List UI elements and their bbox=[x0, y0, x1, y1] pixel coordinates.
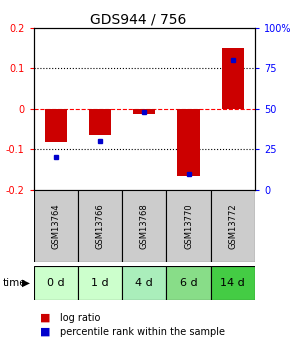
Text: ■: ■ bbox=[40, 313, 50, 323]
Bar bbox=[122, 190, 166, 262]
Text: log ratio: log ratio bbox=[60, 313, 100, 323]
Bar bbox=[34, 190, 78, 262]
Text: percentile rank within the sample: percentile rank within the sample bbox=[60, 327, 225, 337]
Bar bbox=[78, 190, 122, 262]
Bar bbox=[89, 109, 111, 135]
Bar bbox=[78, 266, 122, 300]
Text: 0 d: 0 d bbox=[47, 278, 65, 288]
Text: GDS944 / 756: GDS944 / 756 bbox=[90, 12, 186, 26]
Text: GSM13764: GSM13764 bbox=[51, 203, 60, 249]
Text: GSM13766: GSM13766 bbox=[96, 203, 105, 249]
Bar bbox=[211, 266, 255, 300]
Bar bbox=[222, 48, 244, 109]
Bar bbox=[45, 109, 67, 142]
Text: ▶: ▶ bbox=[22, 278, 30, 288]
Bar bbox=[178, 109, 200, 176]
Bar bbox=[166, 190, 211, 262]
Text: 14 d: 14 d bbox=[220, 278, 245, 288]
Text: 4 d: 4 d bbox=[135, 278, 153, 288]
Text: ■: ■ bbox=[40, 327, 50, 337]
Bar bbox=[122, 266, 166, 300]
Text: 1 d: 1 d bbox=[91, 278, 109, 288]
Bar bbox=[166, 266, 211, 300]
Text: 6 d: 6 d bbox=[180, 278, 197, 288]
Bar bbox=[133, 109, 155, 114]
Text: GSM13772: GSM13772 bbox=[228, 203, 237, 249]
Text: time: time bbox=[3, 278, 27, 288]
Text: GSM13768: GSM13768 bbox=[140, 203, 149, 249]
Text: GSM13770: GSM13770 bbox=[184, 203, 193, 249]
Bar bbox=[34, 266, 78, 300]
Bar bbox=[211, 190, 255, 262]
